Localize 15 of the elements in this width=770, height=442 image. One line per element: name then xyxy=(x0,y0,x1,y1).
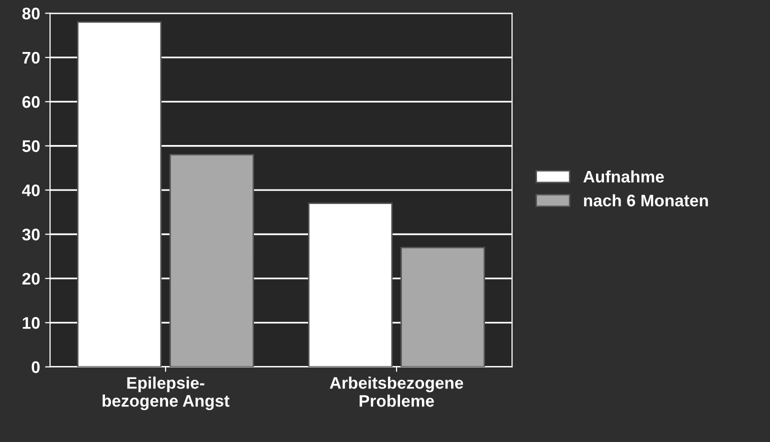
y-tick-label: 10 xyxy=(22,317,40,329)
y-tick-label: 80 xyxy=(22,8,40,20)
y-tick-label: 20 xyxy=(22,272,40,285)
y-tick-label: 60 xyxy=(22,96,40,108)
bar xyxy=(169,154,254,367)
legend-label: Aufnahme xyxy=(583,170,664,183)
y-tick-label: 50 xyxy=(22,140,40,152)
bar xyxy=(400,246,486,367)
y-tick-label: 40 xyxy=(22,184,40,196)
x-tick-label: Arbeitsbezogene Probleme xyxy=(330,376,464,407)
x-tick-label: Epilepsie- bezogene Angst xyxy=(102,376,230,410)
y-tick-label: 70 xyxy=(22,52,40,64)
legend-label: nach 6 Monaten xyxy=(584,194,708,206)
y-tick-label: 0 xyxy=(32,361,40,374)
y-tick-label: 30 xyxy=(22,228,40,240)
